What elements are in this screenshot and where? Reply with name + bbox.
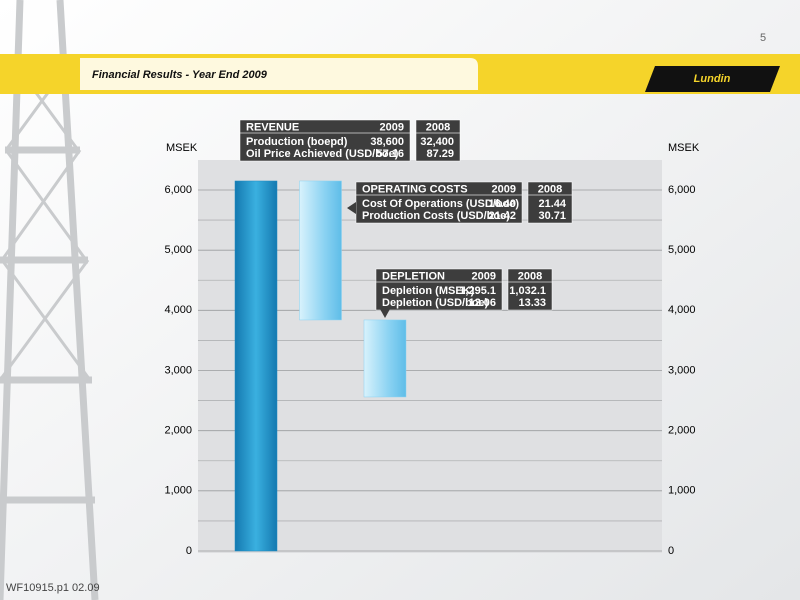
table-cell: 57.16 <box>376 148 404 160</box>
table-cell: 32,400 <box>420 136 454 148</box>
table-column: 2009 <box>380 121 404 133</box>
y-tick-label: 3,000 <box>164 364 192 376</box>
y2-tick-label: 3,000 <box>668 364 696 376</box>
title-plate <box>80 58 478 90</box>
table-cell: 30.71 <box>538 210 566 222</box>
table-column: 2008 <box>518 270 542 282</box>
y-tick-label: 4,000 <box>164 304 192 316</box>
table-box <box>507 268 553 311</box>
y-tick-label: 2,000 <box>164 425 192 437</box>
logo-box <box>645 66 780 92</box>
bar <box>234 180 278 552</box>
table-row-label: Production (boepd) <box>246 136 348 148</box>
y2-tick-label: 4,000 <box>668 304 696 316</box>
y2-tick-label: 2,000 <box>668 425 696 437</box>
table-title: REVENUE <box>246 121 299 133</box>
bar <box>363 319 407 398</box>
table-column: 2008 <box>538 183 562 195</box>
table-pointer <box>380 309 390 318</box>
table-row-label: Production Costs (USD/boe) <box>362 210 510 222</box>
table-box <box>527 181 573 224</box>
y-tick-label: 6,000 <box>164 184 192 196</box>
y-tick-label: 5,000 <box>164 244 192 256</box>
bar <box>299 180 342 321</box>
y2-axis-label: MSEK <box>668 142 700 154</box>
y-axis-label: MSEK <box>166 142 198 154</box>
table-cell: 21.42 <box>488 210 516 222</box>
table-cell: 87.29 <box>426 148 454 160</box>
y2-tick-label: 5,000 <box>668 244 696 256</box>
table-row-label: Depletion (USD/boe) <box>382 297 489 309</box>
table-cell: 13.33 <box>518 297 546 309</box>
y2-tick-label: 1,000 <box>668 485 696 497</box>
table-cell: 21.44 <box>538 198 566 210</box>
table-cell: 1,032.1 <box>509 285 546 297</box>
logo: Lundin <box>694 73 731 85</box>
table-box <box>239 119 411 162</box>
title: Financial Results - Year End 2009 <box>92 69 268 81</box>
table-column: 2009 <box>492 183 516 195</box>
table-title: OPERATING COSTS <box>362 183 468 195</box>
page-number: 5 <box>760 32 766 44</box>
y-tick-label: 0 <box>186 545 192 557</box>
y-tick-label: 1,000 <box>164 485 192 497</box>
table-pointer <box>347 202 356 214</box>
footer: WF10915.p1 02.09 <box>6 582 100 594</box>
table-row-label: Oil Price Achieved (USD/boe) <box>246 148 399 160</box>
y2-tick-label: 6,000 <box>668 184 696 196</box>
table-cell: 16.40 <box>488 198 516 210</box>
table-box <box>415 119 461 162</box>
table-cell: 12.06 <box>468 297 496 309</box>
table-cell: 38,600 <box>370 136 404 148</box>
table-box <box>355 181 523 224</box>
table-column: 2008 <box>426 121 450 133</box>
y2-tick-label: 0 <box>668 545 674 557</box>
table-row-label: Depletion (MSEK) <box>382 285 475 297</box>
table-row-label: Cost Of Operations (USD/boe) <box>362 198 519 210</box>
table-box <box>375 268 503 311</box>
table-title: DEPLETION <box>382 270 445 282</box>
table-column: 2009 <box>472 270 496 282</box>
table-cell: 1,295.1 <box>459 285 496 297</box>
